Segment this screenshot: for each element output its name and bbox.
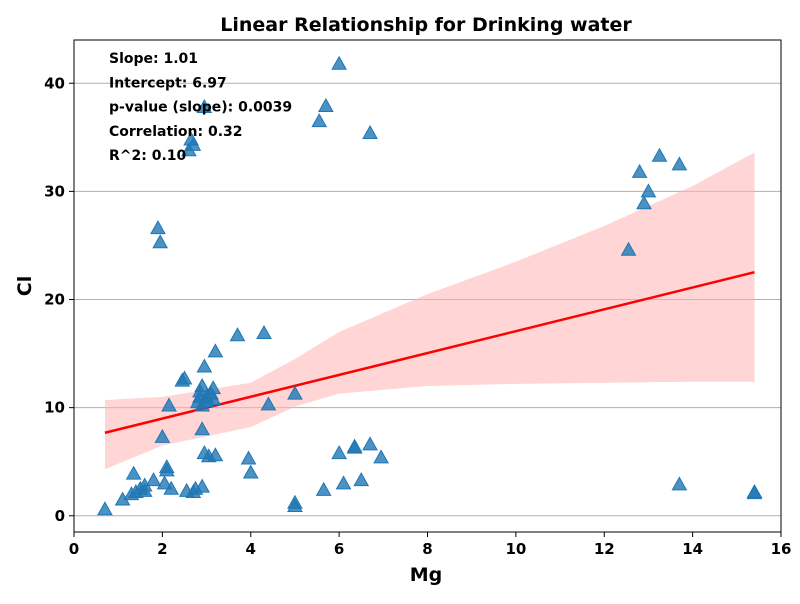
x-tick-label: 16 — [771, 540, 792, 558]
data-point — [242, 464, 259, 479]
data-point — [671, 476, 688, 491]
x-tick-label: 0 — [69, 540, 79, 558]
y-tick-label: 0 — [55, 507, 65, 525]
stat-line: Correlation: 0.32 — [109, 124, 243, 140]
data-point — [746, 483, 763, 498]
data-point — [346, 438, 363, 453]
x-axis-label: Mg — [410, 564, 443, 586]
data-point — [161, 397, 177, 412]
data-point — [331, 55, 347, 70]
data-point — [362, 124, 378, 139]
data-point — [335, 475, 352, 490]
data-point — [196, 99, 213, 114]
stat-line: Slope: 1.01 — [109, 51, 198, 67]
data-points — [97, 55, 763, 516]
data-point — [205, 390, 222, 405]
data-point — [207, 447, 224, 462]
regression-stats: Slope: 1.01 Intercept: 6.97 p-value (slope… — [109, 51, 292, 164]
data-point — [331, 445, 347, 460]
data-point — [671, 156, 688, 171]
stat-line: p-value (slope): 0.0039 — [109, 100, 292, 116]
data-point — [97, 501, 113, 516]
x-tick-label: 8 — [422, 540, 432, 558]
data-point — [287, 498, 303, 513]
confidence-band-layer — [104, 152, 755, 470]
x-tick-label: 6 — [334, 540, 344, 558]
data-point — [287, 385, 303, 400]
y-tick-label: 40 — [44, 74, 65, 92]
data-point — [240, 450, 257, 465]
data-point — [156, 475, 173, 490]
x-tick-label: 12 — [594, 540, 615, 558]
y-tick-label: 10 — [44, 399, 65, 417]
data-point — [311, 113, 328, 128]
data-point — [152, 234, 169, 249]
x-tick-label: 4 — [246, 540, 256, 558]
y-axis-ticks: 0 10 20 30 40 — [44, 74, 74, 525]
data-point — [207, 343, 224, 358]
x-tick-label: 10 — [505, 540, 526, 558]
stat-line: Intercept: 6.97 — [109, 75, 227, 91]
data-point — [353, 472, 370, 487]
data-point — [194, 421, 210, 436]
data-point — [163, 480, 180, 495]
y-axis-label: Cl — [14, 276, 36, 296]
data-point — [631, 163, 648, 178]
data-point — [145, 472, 162, 487]
data-point — [154, 428, 171, 443]
data-point — [185, 136, 202, 151]
data-point — [362, 436, 378, 451]
data-point — [176, 370, 193, 385]
data-point — [229, 327, 246, 342]
y-tick-label: 30 — [44, 182, 65, 200]
x-tick-label: 2 — [157, 540, 167, 558]
data-point — [636, 195, 652, 210]
data-point — [196, 358, 213, 373]
data-point — [620, 241, 637, 256]
stat-line: R^2: 0.10 — [109, 148, 187, 164]
data-point — [315, 481, 332, 496]
x-tick-label: 14 — [682, 540, 703, 558]
data-point — [260, 396, 277, 411]
data-point — [150, 220, 166, 235]
x-axis-ticks: 0 2 4 6 8 10 12 14 16 — [69, 532, 792, 558]
data-point — [651, 147, 668, 162]
data-point — [158, 459, 175, 474]
chart-title: Linear Relationship for Drinking water — [220, 14, 632, 36]
data-point — [373, 449, 389, 464]
data-point — [194, 377, 210, 393]
confidence-band — [104, 152, 755, 470]
data-point — [318, 97, 334, 112]
data-point — [640, 183, 657, 198]
data-point — [194, 478, 210, 493]
data-point — [125, 465, 142, 480]
y-tick-label: 20 — [44, 291, 65, 309]
data-point — [256, 325, 272, 340]
